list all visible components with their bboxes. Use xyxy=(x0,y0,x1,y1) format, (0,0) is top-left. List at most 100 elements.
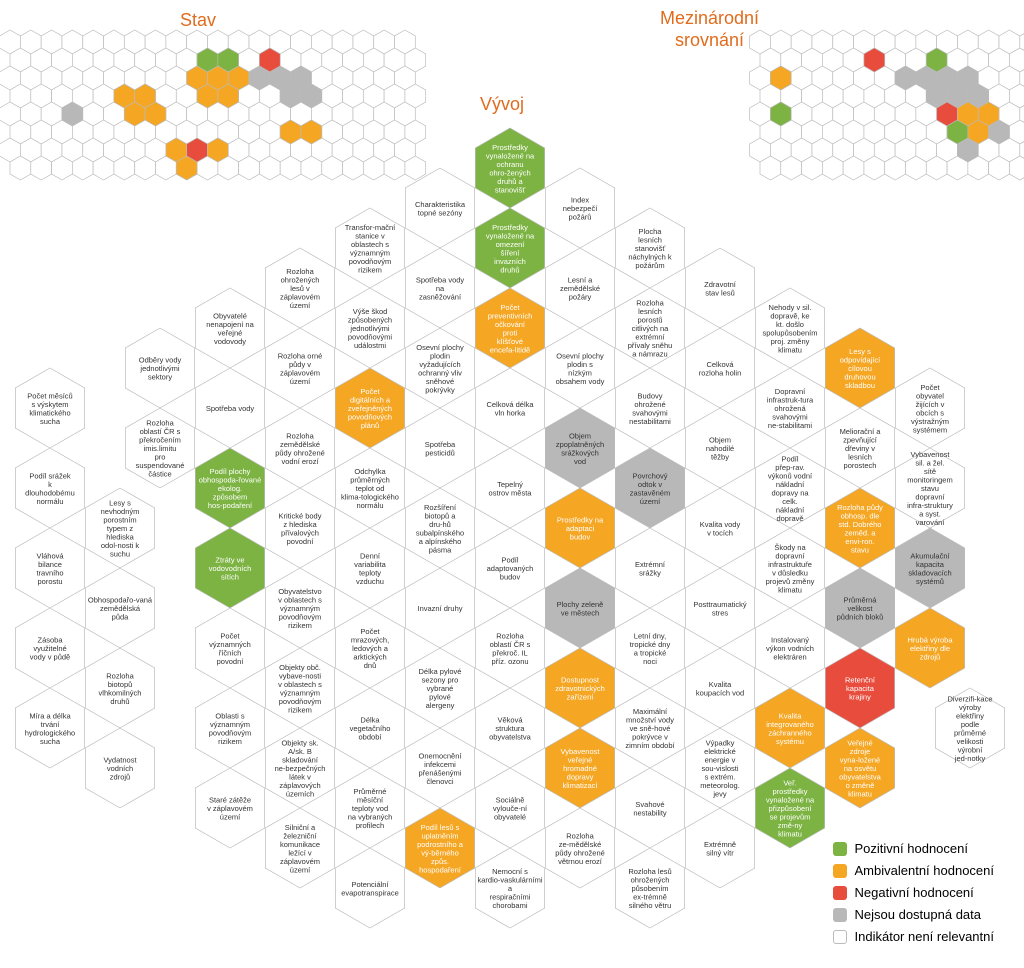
hex-cell xyxy=(405,328,474,408)
hex-cell xyxy=(475,128,544,208)
hex-cell xyxy=(475,208,544,288)
swatch-nodata xyxy=(833,908,847,922)
hex-cell xyxy=(615,288,684,368)
hex-cell xyxy=(195,688,264,768)
hex-cell xyxy=(685,248,754,328)
hex-cell xyxy=(545,808,614,888)
hex-cell xyxy=(265,568,334,648)
hex-cell xyxy=(85,488,154,568)
legend-label: Nejsou dostupná data xyxy=(855,904,981,926)
hex-cell xyxy=(545,488,614,568)
hex-cell xyxy=(755,688,824,768)
hex-cell xyxy=(125,328,194,408)
hex-cell xyxy=(935,688,1004,768)
hex-cell xyxy=(545,168,614,248)
hex-cell xyxy=(755,528,824,608)
hex-cell xyxy=(195,608,264,688)
hex-cell xyxy=(545,648,614,728)
hex-cell xyxy=(15,688,84,768)
hex-cell xyxy=(335,848,404,928)
hex-cell xyxy=(615,368,684,448)
hex-cell xyxy=(615,848,684,928)
hex-cell xyxy=(685,808,754,888)
hex-cell xyxy=(405,808,474,888)
hex-cell xyxy=(195,288,264,368)
hex-cell xyxy=(265,488,334,568)
hex-cell xyxy=(475,608,544,688)
hex-cell xyxy=(685,408,754,488)
hex-cell xyxy=(685,488,754,568)
hex-cell xyxy=(825,568,894,648)
hex-cell xyxy=(685,728,754,808)
hex-cell xyxy=(335,528,404,608)
legend-label: Indikátor není relevantní xyxy=(855,926,994,948)
hex-cell xyxy=(85,568,154,648)
hex-cell xyxy=(685,568,754,648)
hex-cell xyxy=(615,768,684,848)
hex-cell xyxy=(265,328,334,408)
hex-cell xyxy=(265,728,334,808)
hex-cell xyxy=(755,608,824,688)
hex-cell xyxy=(405,408,474,488)
hex-cell xyxy=(615,528,684,608)
legend-item-ambivalent: Ambivalentní hodnocení xyxy=(833,860,994,882)
legend-item-nodata: Nejsou dostupná data xyxy=(833,904,994,926)
hex-cell xyxy=(545,568,614,648)
hex-cell xyxy=(685,328,754,408)
hex-cell xyxy=(265,408,334,488)
hex-cell xyxy=(615,448,684,528)
hex-canvas: Prostředkyvynaložené naochranuohro-ženýc… xyxy=(0,0,1024,968)
hex-cell xyxy=(895,608,964,688)
hex-cell xyxy=(265,248,334,328)
swatch-positive xyxy=(833,842,847,856)
hex-cell xyxy=(755,288,824,368)
hex-cell xyxy=(15,368,84,448)
legend-item-positive: Pozitivní hodnocení xyxy=(833,838,994,860)
hex-cell xyxy=(195,448,264,528)
hex-cell xyxy=(335,448,404,528)
swatch-irrelevant xyxy=(833,930,847,944)
legend-item-negative: Negativní hodnocení xyxy=(833,882,994,904)
hex-cell xyxy=(825,488,894,568)
hex-cell xyxy=(405,728,474,808)
hex-cell xyxy=(545,728,614,808)
hex-cell xyxy=(335,208,404,288)
legend-item-irrelevant: Indikátor není relevantní xyxy=(833,926,994,948)
hex-cell xyxy=(405,248,474,328)
hex-cell xyxy=(335,368,404,448)
hex-cell xyxy=(475,528,544,608)
hex-cell xyxy=(335,608,404,688)
legend-label: Ambivalentní hodnocení xyxy=(855,860,994,882)
hex-cell xyxy=(475,848,544,928)
legend-label: Negativní hodnocení xyxy=(855,882,974,904)
hex-cell xyxy=(615,688,684,768)
hex-cell xyxy=(335,288,404,368)
hex-cell xyxy=(475,288,544,368)
hex-cell xyxy=(15,608,84,688)
hex-cell xyxy=(755,368,824,448)
hex-cell xyxy=(475,368,544,448)
hex-cell xyxy=(685,648,754,728)
hex-cell xyxy=(755,448,824,528)
hex-cell xyxy=(15,528,84,608)
hex-cell xyxy=(825,328,894,408)
hex-cell xyxy=(895,368,964,448)
hex-cell xyxy=(895,448,964,528)
hex-cell xyxy=(825,728,894,808)
hex-cell xyxy=(825,408,894,488)
hex-cell xyxy=(335,688,404,768)
hex-cell xyxy=(405,648,474,728)
hex-cell xyxy=(195,368,264,448)
hex-cell xyxy=(15,448,84,528)
swatch-ambivalent xyxy=(833,864,847,878)
hex-cell xyxy=(405,568,474,648)
hex-cell xyxy=(85,648,154,728)
hex-cell xyxy=(475,768,544,848)
hex-cell xyxy=(825,648,894,728)
hex-cell xyxy=(125,408,194,488)
legend: Pozitivní hodnocení Ambivalentní hodnoce… xyxy=(833,838,994,948)
hex-cell xyxy=(475,448,544,528)
hex-cell xyxy=(545,408,614,488)
hex-cell xyxy=(475,688,544,768)
legend-label: Pozitivní hodnocení xyxy=(855,838,968,860)
